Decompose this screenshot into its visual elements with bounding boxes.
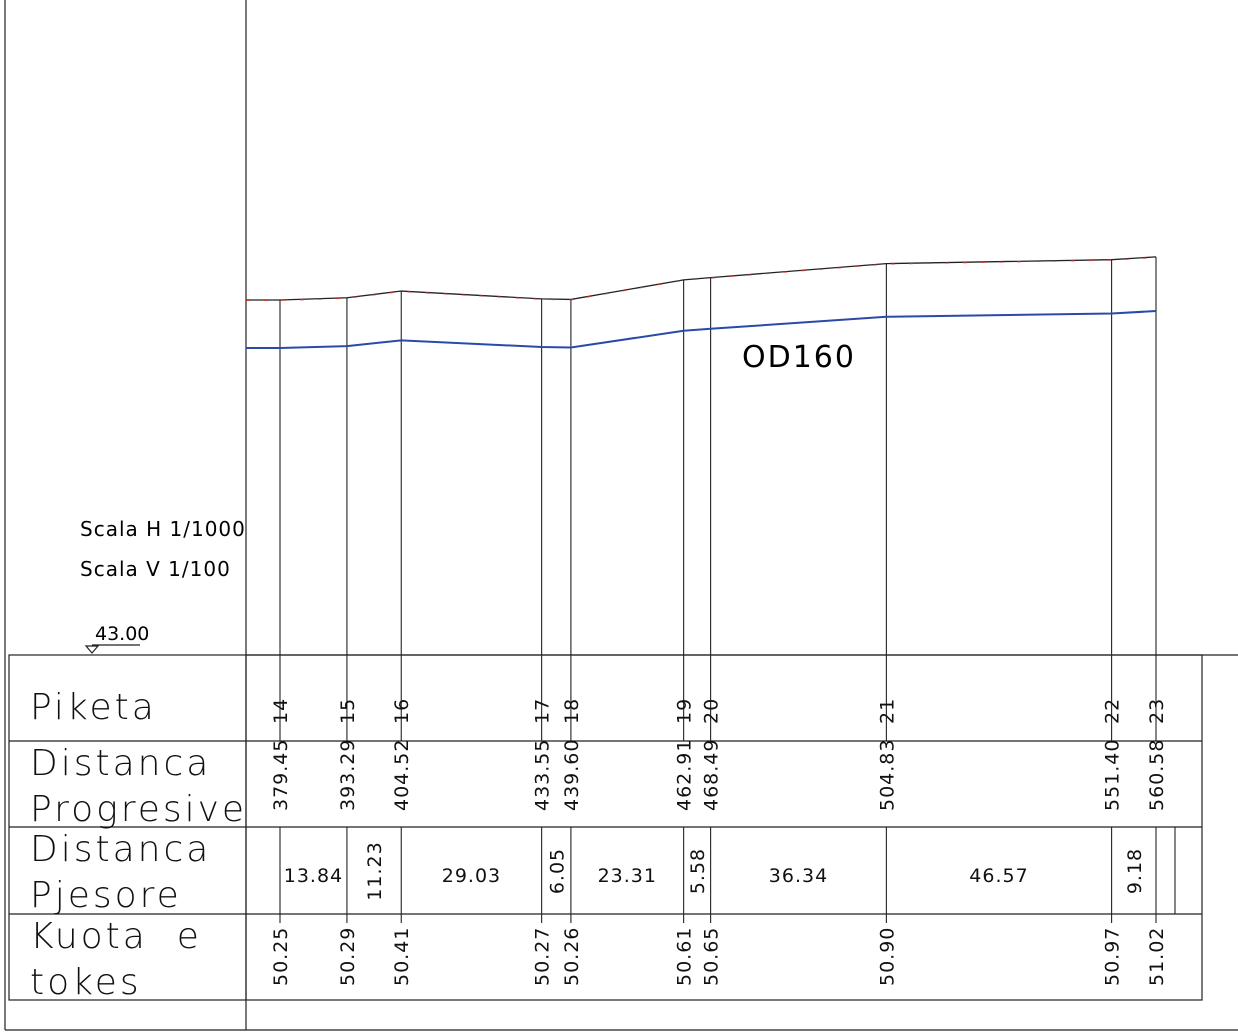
row-label-distanca-pjesore-1: Distanca <box>30 829 211 870</box>
datum-triangle-icon <box>84 645 100 654</box>
pipe-label: OD160 <box>742 340 856 375</box>
kuota-value: 50.29 <box>337 927 359 986</box>
pjesore-value: 5.58 <box>687 848 709 894</box>
kuota-value: 50.26 <box>561 927 583 986</box>
row-label-distanca-pjesore-2: Pjesore <box>30 875 182 916</box>
row-label-kuota-1: Kuota e <box>30 916 202 957</box>
row-label-kuota-2: tokes <box>30 962 142 1003</box>
pjesore-value: 6.05 <box>546 848 568 894</box>
kuota-value: 50.90 <box>876 927 898 986</box>
progresive-value: 393.29 <box>337 739 359 811</box>
piketa-value: 15 <box>337 698 359 724</box>
ground-line <box>246 256 1157 301</box>
segment-values: 13.84 11.23 29.03 6.05 23.31 5.58 36.34 46.57 9.… <box>284 841 1146 900</box>
pjesore-column-dividers <box>279 827 1176 914</box>
pjesore-value: 9.18 <box>1124 848 1146 894</box>
ground-red-marks <box>246 256 1157 301</box>
row-label-distanca-progresive-1: Distanca <box>30 743 211 784</box>
kuota-value: 50.27 <box>532 927 554 986</box>
scale-h-text: Scala H 1/1000 <box>80 517 246 541</box>
datum-value: 43.00 <box>95 623 149 645</box>
pjesore-value: 29.03 <box>442 865 501 887</box>
pjesore-value: 23.31 <box>598 865 657 887</box>
ground-profile <box>246 256 1157 301</box>
pjesore-value: 13.84 <box>284 865 343 887</box>
scale-v-text: Scala V 1/100 <box>80 557 231 581</box>
progresive-value: 560.58 <box>1146 739 1168 811</box>
progresive-value: 433.55 <box>532 739 554 811</box>
kuota-value: 50.61 <box>674 927 696 986</box>
piketa-value: 17 <box>532 698 554 724</box>
piketa-value: 18 <box>561 698 583 724</box>
progresive-value: 504.83 <box>876 739 898 811</box>
kuota-value: 50.65 <box>701 927 723 986</box>
pjesore-value: 11.23 <box>364 841 386 900</box>
station-values: 14 379.45 50.25 15 393.29 50.29 16 404.52 50.41 1… <box>270 698 1168 986</box>
row-label-piketa: Piketa <box>30 687 157 728</box>
pipe-line <box>246 310 1157 349</box>
progresive-value: 468.49 <box>701 739 723 811</box>
piketa-value: 23 <box>1146 698 1168 724</box>
piketa-value: 22 <box>1102 698 1124 724</box>
row-label-distanca-progresive-2: Progresive <box>30 789 247 830</box>
progresive-value: 551.40 <box>1102 739 1124 811</box>
piketa-value: 16 <box>391 698 413 724</box>
pjesore-value: 36.34 <box>769 865 828 887</box>
piketa-value: 19 <box>674 698 696 724</box>
progresive-value: 439.60 <box>561 739 583 811</box>
pjesore-value: 46.57 <box>969 865 1028 887</box>
station-lines <box>279 256 1157 923</box>
data-table <box>8 654 1203 1001</box>
kuota-value: 51.02 <box>1146 927 1168 986</box>
progresive-value: 404.52 <box>391 739 413 811</box>
piketa-value: 21 <box>876 698 898 724</box>
piketa-value: 20 <box>701 698 723 724</box>
kuota-value: 50.97 <box>1102 927 1124 986</box>
kuota-value: 50.25 <box>270 927 292 986</box>
progresive-value: 379.45 <box>270 739 292 811</box>
kuota-value: 50.41 <box>391 927 413 986</box>
pipe-profile <box>246 310 1157 349</box>
progresive-value: 462.91 <box>674 739 696 811</box>
piketa-value: 14 <box>270 698 292 724</box>
datum-marker: 43.00 <box>84 623 149 654</box>
